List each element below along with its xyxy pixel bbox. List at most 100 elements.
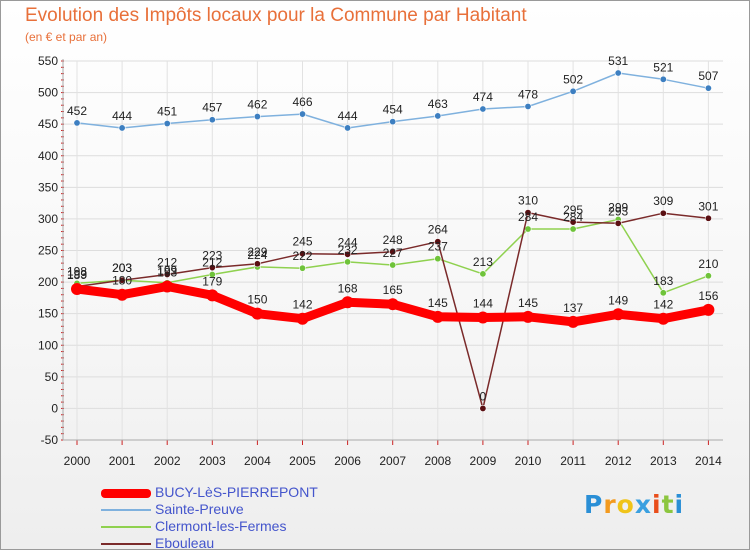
data-label-bucy-les-pierrepont: 165	[383, 283, 403, 297]
data-label-sainte-preuve: 474	[473, 90, 493, 104]
data-label-sainte-preuve: 502	[563, 72, 583, 86]
data-label-ebouleau: 248	[383, 233, 403, 247]
logo-letter: t	[661, 490, 675, 519]
point-ebouleau	[118, 276, 126, 284]
x-tick-label: 2004	[244, 454, 271, 468]
data-label-bucy-les-pierrepont: 193	[157, 266, 177, 280]
data-label-ebouleau: 301	[698, 199, 718, 213]
point-bucy-les-pierrepont	[296, 312, 309, 325]
y-tick-label: 350	[38, 180, 58, 194]
series-lines	[71, 69, 715, 412]
point-bucy-les-pierrepont	[567, 315, 580, 328]
legend-label-clermont: Clermont-les-Fermes	[155, 518, 287, 534]
data-label-clermont-les-fermes: 284	[563, 210, 583, 224]
x-tick-label: 2011	[560, 454, 586, 468]
point-ebouleau	[569, 218, 577, 226]
x-tick-label: 2000	[64, 454, 91, 468]
point-sainte-preuve	[389, 118, 397, 126]
y-tick-label: 250	[38, 244, 58, 258]
proxiti-logo: Proxiti	[584, 490, 684, 519]
data-label-clermont-les-fermes: 199	[157, 264, 177, 278]
data-label-bucy-les-pierrepont: 145	[428, 296, 448, 310]
point-bucy-les-pierrepont	[657, 312, 670, 325]
point-ebouleau	[524, 209, 532, 217]
y-tick-label: 550	[38, 54, 58, 68]
data-label-sainte-preuve: 457	[202, 101, 222, 115]
x-tick-label: 2013	[650, 454, 677, 468]
data-label-clermont-les-fermes: 210	[698, 257, 718, 271]
point-ebouleau	[479, 404, 487, 412]
x-tick-label: 2002	[154, 454, 181, 468]
data-label-sainte-preuve: 444	[338, 109, 358, 123]
logo-letter: i	[674, 490, 685, 519]
data-label-ebouleau: 193	[67, 268, 87, 282]
data-label-clermont-les-fermes: 232	[338, 243, 358, 257]
point-bucy-les-pierrepont	[161, 280, 174, 293]
point-ebouleau	[434, 238, 442, 246]
point-ebouleau	[298, 250, 306, 258]
data-label-sainte-preuve: 463	[428, 97, 448, 111]
point-sainte-preuve	[704, 84, 712, 92]
point-sainte-preuve	[614, 69, 622, 77]
point-ebouleau	[253, 260, 261, 268]
data-label-ebouleau: 295	[563, 203, 583, 217]
point-clermont-les-fermes	[704, 272, 712, 280]
point-sainte-preuve	[569, 87, 577, 95]
x-tick-label: 2008	[424, 454, 451, 468]
point-bucy-les-pierrepont	[476, 311, 489, 324]
data-label-bucy-les-pierrepont: 168	[338, 281, 358, 295]
data-labels: 452 444 451 457 462 466 444 454 463 474 478 502 531 5…	[67, 54, 719, 403]
y-tick-label: 150	[38, 307, 58, 321]
point-bucy-les-pierrepont	[116, 288, 129, 301]
point-clermont-les-fermes	[434, 255, 442, 263]
y-tick-label: 200	[38, 275, 58, 289]
data-label-clermont-les-fermes: 227	[383, 246, 403, 260]
point-bucy-les-pierrepont	[341, 296, 354, 309]
data-label-bucy-les-pierrepont: 156	[698, 289, 718, 303]
x-tick-label: 2003	[199, 454, 226, 468]
axes: -50 0 50 100 150 200 250 300 350 400 450 500 550 2000…	[38, 54, 723, 468]
y-tick-label: 450	[38, 117, 58, 131]
data-label-ebouleau: 0	[480, 389, 487, 403]
point-ebouleau	[704, 214, 712, 222]
y-tick-label: 400	[38, 149, 58, 163]
point-bucy-les-pierrepont	[71, 283, 83, 296]
point-ebouleau	[344, 250, 352, 258]
data-label-sainte-preuve: 507	[698, 69, 718, 83]
data-label-sainte-preuve: 478	[518, 87, 538, 101]
y-tick-label: -50	[41, 433, 59, 447]
data-label-bucy-les-pierrepont: 145	[518, 296, 538, 310]
point-sainte-preuve	[253, 113, 261, 121]
logo-letter: i	[652, 490, 662, 519]
data-label-sainte-preuve: 531	[608, 54, 628, 68]
x-tick-label: 2006	[334, 454, 361, 468]
point-sainte-preuve	[344, 124, 352, 132]
data-label-ebouleau: 264	[428, 223, 448, 237]
point-clermont-les-fermes	[479, 270, 487, 278]
point-sainte-preuve	[208, 116, 216, 124]
legend-swatch-bucy	[101, 489, 151, 498]
data-label-ebouleau: 212	[157, 256, 177, 270]
point-sainte-preuve	[524, 102, 532, 110]
point-bucy-les-pierrepont	[431, 310, 444, 323]
point-bucy-les-pierrepont	[251, 307, 264, 320]
data-label-clermont-les-fermes: 213	[473, 255, 493, 269]
data-label-clermont-les-fermes: 183	[653, 274, 673, 288]
point-bucy-les-pierrepont	[522, 310, 534, 323]
data-label-clermont-les-fermes: 198	[67, 264, 87, 278]
point-ebouleau	[614, 219, 622, 227]
y-tick-label: 0	[51, 401, 58, 415]
logo-letter: P	[584, 490, 604, 519]
legend-swatch-sainte-preuve	[101, 509, 151, 511]
chart-subtitle: (en € et par an)	[25, 30, 108, 44]
x-tick-label: 2001	[109, 454, 136, 468]
data-label-ebouleau: 310	[518, 194, 538, 208]
data-label-sainte-preuve: 451	[157, 105, 177, 119]
data-label-clermont-les-fermes: 212	[202, 256, 222, 270]
data-label-sainte-preuve: 444	[112, 109, 132, 123]
point-sainte-preuve	[163, 120, 171, 128]
point-sainte-preuve	[434, 112, 442, 120]
legend-swatch-clermont	[101, 526, 151, 528]
point-bucy-les-pierrepont	[612, 308, 625, 321]
